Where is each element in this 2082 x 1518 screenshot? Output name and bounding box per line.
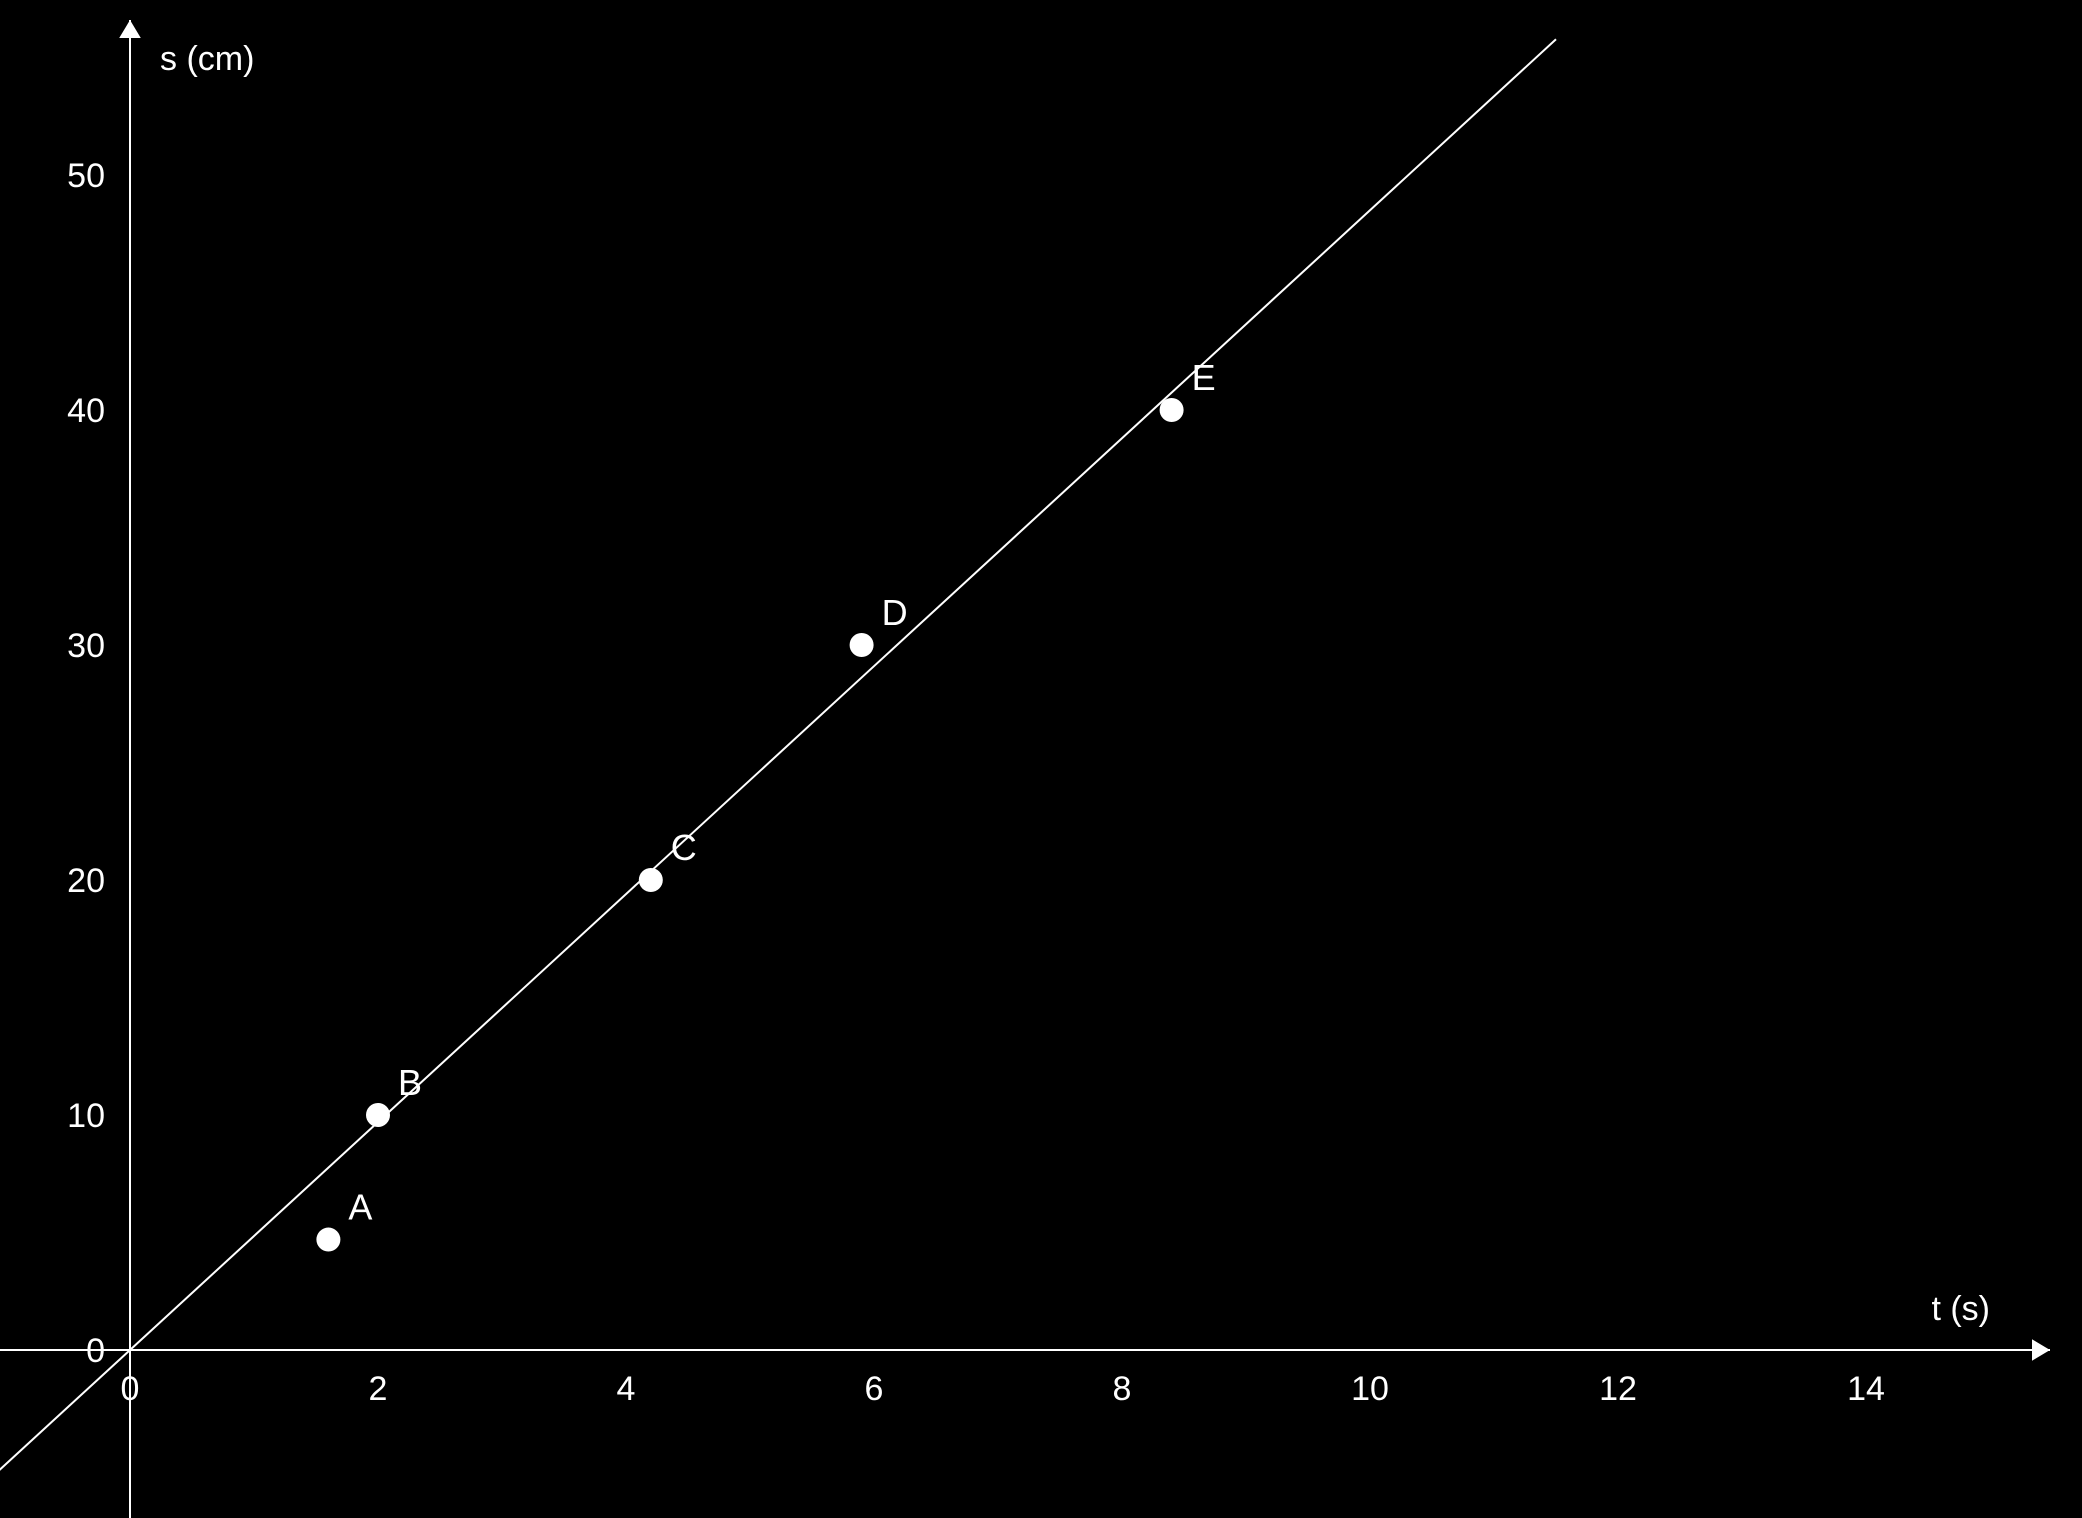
- x-tick-label: 10: [1351, 1370, 1389, 1408]
- distance-time-chart: 0 2 4 6 8 10 12 14 0 10 20 30 40 50 A B C D E t (s) s (cm…: [0, 0, 2082, 1518]
- point-label-c: C: [671, 827, 697, 868]
- y-tick-label: 50: [67, 157, 105, 195]
- x-tick-label: 6: [865, 1370, 884, 1408]
- chart-background: [0, 0, 2082, 1518]
- x-tick-label: 4: [617, 1370, 636, 1408]
- y-tick-label: 40: [67, 392, 105, 430]
- x-tick-label: 12: [1599, 1370, 1637, 1408]
- y-tick-label: 0: [86, 1332, 105, 1370]
- x-tick-label: 14: [1847, 1370, 1885, 1408]
- point-label-d: D: [882, 592, 908, 633]
- data-point-a: [316, 1228, 340, 1252]
- x-tick-label: 0: [121, 1370, 140, 1408]
- y-tick-label: 30: [67, 627, 105, 665]
- y-tick-label: 20: [67, 862, 105, 900]
- data-point-e: [1160, 398, 1184, 422]
- point-label-a: A: [348, 1187, 372, 1228]
- x-tick-label: 8: [1113, 1370, 1132, 1408]
- data-point-d: [850, 633, 874, 657]
- y-tick-label: 10: [67, 1097, 105, 1135]
- point-label-b: B: [398, 1062, 422, 1103]
- y-axis-title: s (cm): [160, 40, 254, 78]
- x-tick-label: 2: [369, 1370, 388, 1408]
- x-axis-title: t (s): [1931, 1290, 1990, 1328]
- data-point-c: [639, 868, 663, 892]
- point-label-e: E: [1192, 357, 1216, 398]
- data-point-b: [366, 1103, 390, 1127]
